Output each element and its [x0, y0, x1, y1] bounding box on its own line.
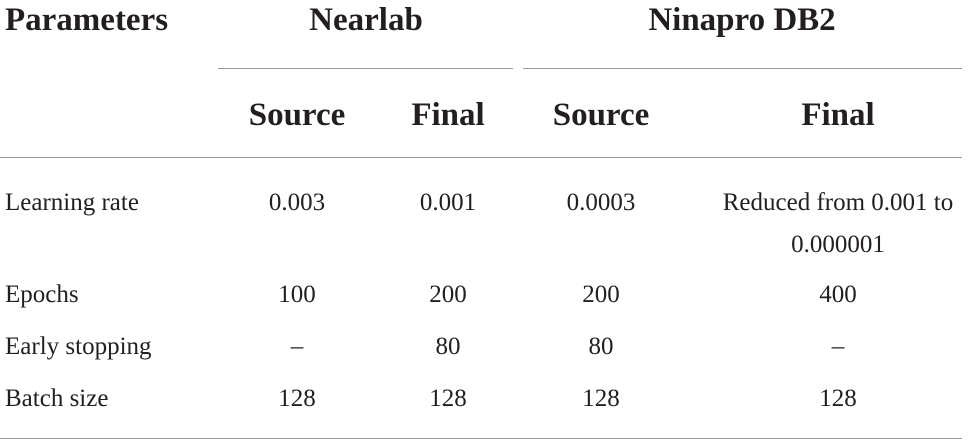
- sub-header: Source: [248, 97, 346, 133]
- header-rule: [0, 157, 962, 158]
- table-cell: 128: [819, 385, 857, 412]
- row-label: Epochs: [5, 281, 79, 308]
- table-cell: 0.001: [419, 189, 477, 216]
- table-cell: Reduced from 0.001 to 0.000001: [722, 189, 954, 258]
- sub-header: Final: [801, 97, 875, 133]
- table-cell: –: [290, 333, 304, 360]
- table-cell: 80: [435, 333, 461, 360]
- table-cell: 0.003: [268, 189, 326, 216]
- table-cell: 400: [819, 281, 857, 308]
- sub-header: Final: [411, 97, 485, 133]
- row-label: Learning rate: [5, 189, 139, 216]
- column-header: Parameters: [5, 2, 169, 38]
- group-header: Nearlab: [309, 2, 423, 38]
- sub-header: Source: [552, 97, 650, 133]
- table-cell: 128: [429, 385, 467, 412]
- table-cell: 200: [582, 281, 620, 308]
- table-cell: 80: [588, 333, 614, 360]
- row-label: Early stopping: [5, 333, 152, 360]
- table-cell: –: [831, 333, 845, 360]
- table-cell: 128: [582, 385, 620, 412]
- bottom-rule: [0, 438, 962, 439]
- row-label: Batch size: [5, 385, 109, 412]
- group-header: Ninapro DB2: [648, 2, 836, 38]
- table-cell: 0.0003: [566, 189, 636, 216]
- table-cell: 100: [278, 281, 316, 308]
- table-cell: 200: [429, 281, 467, 308]
- group-rule: [523, 68, 962, 69]
- group-rule: [218, 68, 513, 69]
- table-cell: 128: [278, 385, 316, 412]
